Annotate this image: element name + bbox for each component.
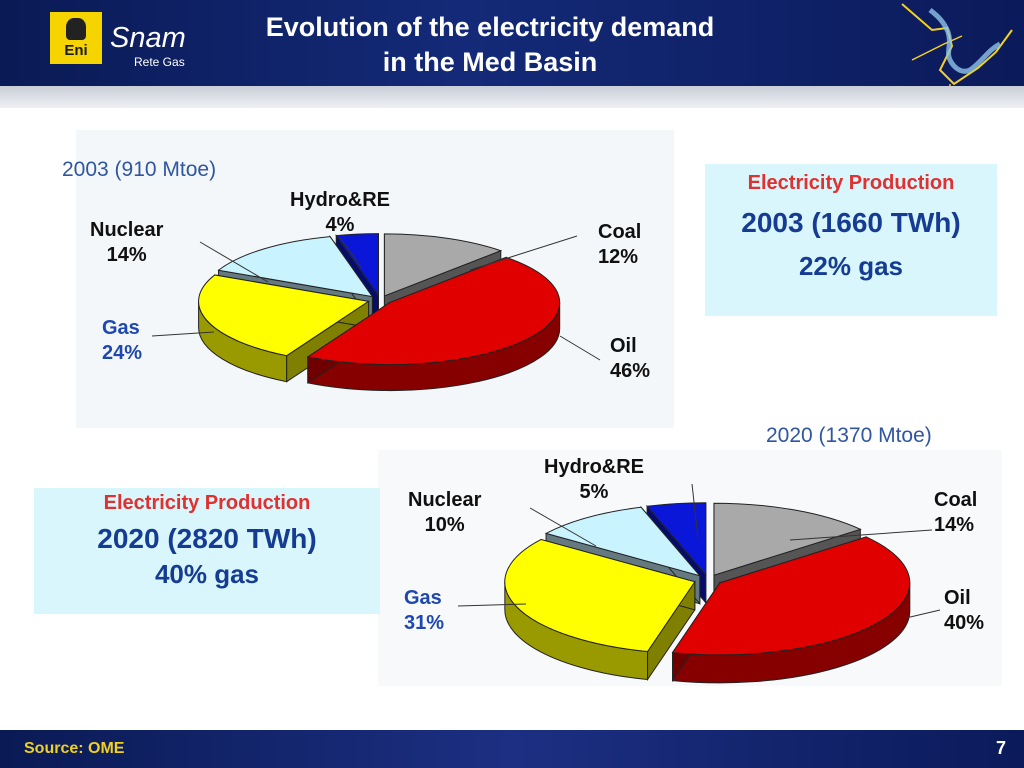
pie-2003-slice-Oil <box>306 256 561 366</box>
label-2020-oil: Oil 40% <box>944 586 984 636</box>
leader-line <box>529 507 597 547</box>
pie-2003-slice-Nuclear <box>217 236 374 298</box>
label-2003-hydro-value: 4% <box>325 214 355 236</box>
pie-2020-slice-Coal <box>713 502 862 576</box>
label-2003-coal: Coal 12% <box>598 220 641 270</box>
slide-title: Evolution of the electricity demand in t… <box>220 10 760 80</box>
box-2003-title: Electricity Production <box>747 172 955 194</box>
label-2020-hydro-value: 5% <box>579 481 609 503</box>
leader-line <box>789 529 933 541</box>
leader-line <box>457 603 527 607</box>
header-divider <box>0 86 1024 108</box>
label-2003-hydro: Hydro&RE 4% <box>290 188 390 238</box>
label-2003-gas-name: Gas <box>102 317 140 339</box>
eni-logo-text: Eni <box>64 42 88 59</box>
leader-line <box>339 237 363 269</box>
leader-lines <box>151 235 941 619</box>
pie-2003 <box>198 233 561 392</box>
label-2003-nuclear: Nuclear 14% <box>90 218 163 268</box>
label-2003-coal-value: 12% <box>598 246 639 268</box>
pie-2020-slice-Nuclear <box>544 506 702 577</box>
snam-logo-text: Snam <box>110 22 186 54</box>
footer-bar: Source: OME 7 <box>0 730 1024 768</box>
leader-line <box>469 235 578 271</box>
pie-2003-slice-Coal <box>383 233 503 297</box>
leader-line <box>559 335 601 361</box>
label-2020-oil-value: 40% <box>944 612 985 634</box>
label-2020-coal-value: 14% <box>934 514 975 536</box>
label-2020-hydro: Hydro&RE 5% <box>544 455 644 505</box>
pie-2020-slice-Gas <box>504 538 696 653</box>
pie-2003-slice-Hydro&RE <box>335 233 379 298</box>
chart-2020-title: 2020 (1370 Mtoe) <box>766 424 932 447</box>
box-2020-twh: 2020 (2820 TWh) <box>97 523 317 554</box>
box-2020-title: Electricity Production <box>103 492 311 514</box>
pie-2003-slice-Gas <box>198 274 370 357</box>
label-2020-gas-name: Gas <box>404 587 442 609</box>
slide-title-line2: in the Med Basin <box>382 47 598 77</box>
leader-line <box>905 609 941 619</box>
label-2020-coal-name: Coal <box>934 489 978 511</box>
box-2003-gas-share: 22% gas <box>798 251 904 281</box>
label-2020-nuclear-name: Nuclear <box>408 489 482 511</box>
leader-line <box>151 331 215 337</box>
label-2020-oil-name: Oil <box>944 587 971 609</box>
header-bar: Eni Snam Rete Gas Evolution of the elect… <box>0 0 1024 108</box>
label-2003-oil-name: Oil <box>610 335 637 357</box>
label-2003-coal-name: Coal <box>598 221 642 243</box>
page-number: 7 <box>995 738 1006 758</box>
label-2003-oil-value: 46% <box>610 360 651 382</box>
label-2020-gas: Gas 31% <box>404 586 444 636</box>
label-2020-nuclear-value: 10% <box>424 514 465 536</box>
chart-2003-title: 2003 (910 Mtoe) <box>62 158 217 181</box>
leader-line <box>691 483 699 539</box>
six-legged-dog-icon <box>66 18 86 40</box>
label-2020-nuclear: Nuclear 10% <box>408 488 481 538</box>
label-2020-gas-value: 31% <box>404 612 445 634</box>
box-2020-gas-share: 40% gas <box>154 559 260 589</box>
source-note: Source: OME <box>24 740 125 757</box>
electricity-production-2003-box: Electricity Production 2003 (1660 TWh) 2… <box>705 164 997 316</box>
label-2020-hydro-name: Hydro&RE <box>544 456 645 478</box>
slide-title-line1: Evolution of the electricity demand <box>265 12 715 42</box>
label-2003-gas-value: 24% <box>102 342 143 364</box>
pie-2020 <box>504 502 911 684</box>
label-2020-coal: Coal 14% <box>934 488 977 538</box>
leader-line <box>199 241 269 283</box>
pie-2020-slice-Oil <box>671 536 911 656</box>
rete-gas-logo-text: Rete Gas <box>134 55 185 69</box>
pie-2020-slice-Hydro&RE <box>646 502 707 577</box>
label-2003-gas: Gas 24% <box>102 316 142 366</box>
eni-logo: Eni <box>50 12 102 64</box>
electricity-production-2020-box: Electricity Production 2020 (2820 TWh) 4… <box>34 488 380 614</box>
label-2003-oil: Oil 46% <box>610 334 650 384</box>
label-2003-nuclear-name: Nuclear <box>90 219 164 241</box>
label-2003-nuclear-value: 14% <box>106 244 147 266</box>
label-2003-hydro-name: Hydro&RE <box>290 189 391 211</box>
box-2003-twh: 2003 (1660 TWh) <box>741 207 961 238</box>
